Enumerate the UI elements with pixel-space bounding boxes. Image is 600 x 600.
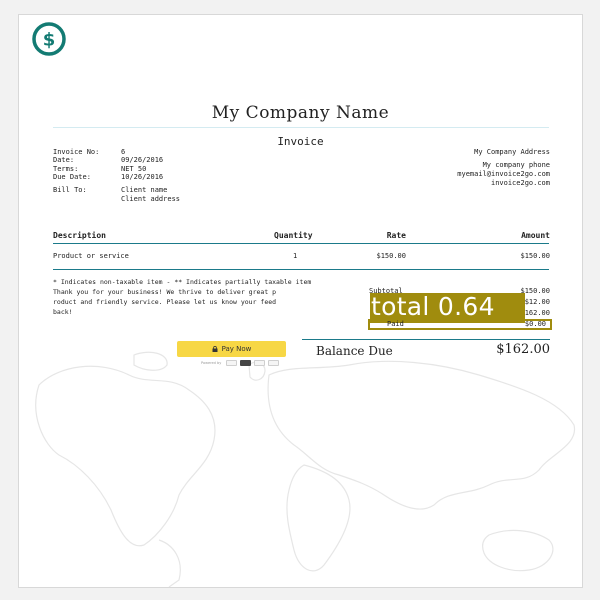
balance-due-value: $162.00 — [496, 342, 550, 357]
world-map-background — [35, 351, 576, 587]
sender-phone: My company phone — [482, 161, 550, 169]
meta-row-due-date: Due Date: 10/26/2016 — [53, 173, 164, 182]
company-name: My Company Name — [211, 103, 390, 123]
sender-address: My Company Address — [474, 148, 550, 156]
annotation-label-text: total 0.64 — [371, 292, 495, 321]
invoice-notes: * Indicates non-taxable item - ** Indica… — [53, 277, 343, 317]
row-amount: $150.00 — [520, 252, 550, 260]
col-header-quantity: Quantity — [274, 231, 313, 240]
sender-info: My Company Address My company phone myem… — [457, 148, 550, 188]
card-logo-icon — [226, 360, 238, 366]
row-rate: $150.00 — [376, 252, 406, 260]
client-address: Client address — [121, 195, 181, 203]
balance-divider — [302, 339, 550, 340]
balance-due-label: Balance Due — [316, 344, 393, 358]
lock-icon — [212, 346, 218, 352]
invoice-page: $ My Company Name Invoice Invoice No: 6 D… — [18, 14, 583, 588]
document-title: Invoice — [277, 135, 324, 148]
table-header-divider — [53, 243, 549, 244]
table-body-divider — [53, 269, 549, 270]
thank-you-note: Thank you for your business! We thrive t… — [53, 288, 277, 316]
summary-tax: $12.00 — [524, 298, 550, 306]
header-divider — [53, 127, 549, 128]
summary-total: $162.00 — [520, 309, 550, 317]
sender-email: myemail@invoice2go.com — [457, 170, 550, 178]
pay-now-button[interactable]: Pay Now — [177, 341, 286, 357]
col-header-amount: Amount — [521, 231, 550, 240]
taxable-note: * Indicates non-taxable item - ** Indica… — [53, 278, 312, 286]
pay-now-label: Pay Now — [221, 345, 252, 353]
summary-subtotal: Subtotal $150.00 — [369, 287, 550, 295]
sender-website: invoice2go.com — [490, 179, 550, 187]
col-header-description: Description — [53, 231, 106, 240]
annotation-bounding-box — [368, 319, 552, 330]
annotation-label-box — [370, 293, 525, 323]
summary-paid: Paid $0.00 — [387, 320, 546, 328]
card-logo-icon — [268, 360, 280, 366]
dollar-circle-icon: $ — [32, 22, 66, 56]
col-header-rate: Rate — [386, 231, 406, 240]
row-quantity: 1 — [293, 252, 298, 260]
meta-row-invoice-no: Invoice No: 6 — [53, 148, 126, 156]
bill-to-label: Bill To: — [53, 186, 87, 194]
card-logo-icon — [240, 360, 252, 366]
row-description: Product or service — [53, 252, 129, 260]
powered-by-text: Powered by — [201, 361, 222, 365]
payment-methods: Powered by — [201, 360, 280, 366]
bill-to: Bill To: Client name Client address — [53, 186, 180, 204]
client-name: Client name — [121, 186, 168, 194]
meta-row-terms: Terms: NET 50 — [53, 164, 147, 173]
card-logo-icon — [254, 360, 266, 366]
svg-text:$: $ — [43, 30, 56, 51]
meta-row-date: Date: 09/26/2016 — [53, 156, 164, 165]
invoice-meta: Invoice No: 6 Date: 09/26/2016 Terms: NET 5… — [53, 148, 163, 182]
